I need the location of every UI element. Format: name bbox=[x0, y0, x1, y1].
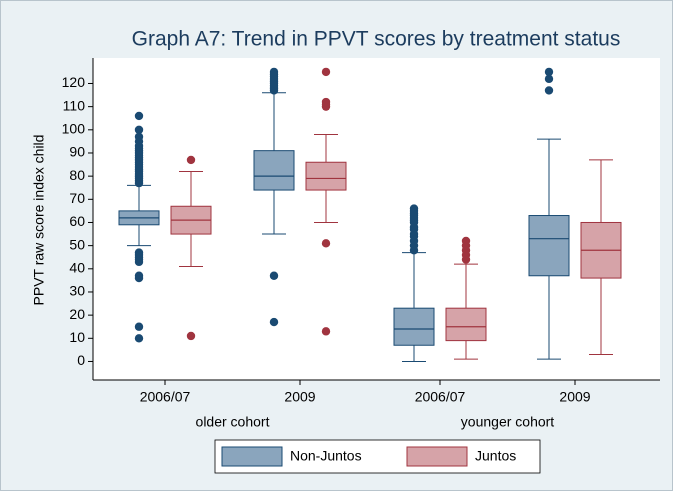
y-tick-label: 80 bbox=[69, 167, 85, 183]
outlier bbox=[269, 67, 279, 77]
outlier bbox=[134, 248, 144, 257]
y-axis-label: PPVT raw score index child bbox=[31, 135, 47, 306]
box bbox=[393, 307, 435, 346]
y-tick-label: 20 bbox=[69, 306, 85, 322]
y-tick-label: 60 bbox=[69, 213, 85, 229]
y-tick-label: 40 bbox=[69, 260, 85, 276]
outlier bbox=[186, 155, 196, 165]
outlier bbox=[321, 239, 331, 248]
box bbox=[253, 150, 295, 191]
outlier bbox=[269, 271, 279, 280]
outlier bbox=[134, 322, 144, 331]
outlier bbox=[461, 236, 471, 246]
box bbox=[305, 161, 347, 191]
outlier bbox=[321, 97, 331, 107]
x-tick-label: 2009 bbox=[559, 389, 590, 405]
legend-label: Non-Juntos bbox=[290, 448, 362, 464]
y-tick-label: 30 bbox=[69, 283, 85, 299]
outlier bbox=[321, 67, 331, 77]
y-tick-label: 70 bbox=[69, 190, 85, 206]
outlier bbox=[134, 334, 144, 343]
outlier bbox=[134, 111, 144, 121]
chart-title: Graph A7: Trend in PPVT scores by treatm… bbox=[132, 28, 621, 51]
outlier bbox=[544, 86, 554, 95]
outlier bbox=[269, 317, 279, 327]
outlier bbox=[321, 327, 331, 336]
outlier bbox=[134, 125, 144, 135]
legend-swatch bbox=[221, 446, 283, 467]
y-tick-label: 90 bbox=[69, 144, 85, 160]
y-tick-label: 50 bbox=[69, 236, 85, 252]
y-tick-label: 10 bbox=[69, 329, 85, 345]
group-label: older cohort bbox=[196, 414, 270, 430]
outlier bbox=[134, 132, 144, 141]
group-label: younger cohort bbox=[461, 414, 555, 430]
y-tick-label: 0 bbox=[77, 352, 85, 368]
box bbox=[445, 307, 487, 342]
box bbox=[528, 215, 570, 277]
y-tick-label: 110 bbox=[63, 97, 86, 113]
outlier bbox=[409, 204, 419, 213]
x-tick-label: 2009 bbox=[284, 389, 315, 405]
legend-label: Juntos bbox=[475, 448, 516, 464]
outlier bbox=[134, 271, 144, 280]
x-tick-label: 2006/07 bbox=[140, 389, 191, 405]
legend-swatch bbox=[406, 446, 468, 467]
outlier bbox=[544, 74, 554, 84]
y-tick-label: 100 bbox=[62, 121, 86, 137]
x-tick-label: 2006/07 bbox=[415, 389, 466, 405]
y-tick-label: 120 bbox=[62, 74, 86, 90]
outlier bbox=[544, 67, 554, 77]
outlier bbox=[186, 331, 196, 341]
